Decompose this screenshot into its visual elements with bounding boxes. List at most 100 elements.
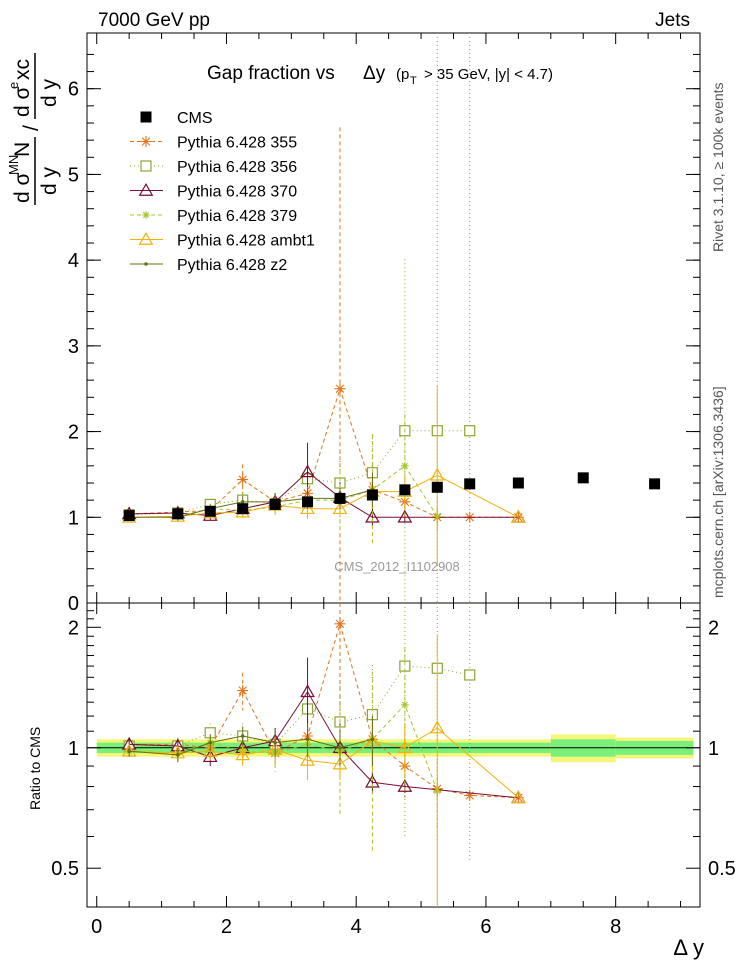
ylabel-den-a: d σ — [11, 86, 34, 117]
data-point — [237, 503, 249, 515]
data-point — [305, 737, 310, 742]
x-tick-label: 8 — [610, 916, 621, 938]
data-point — [577, 472, 589, 484]
data-point — [269, 498, 281, 510]
ratio-y-tick-label: 0.5 — [51, 858, 79, 880]
data-point — [338, 745, 342, 750]
main-title: Gap fraction vs Δy (p T > 35 GeV, |y| < … — [207, 63, 553, 87]
main-y-tick-label: 2 — [68, 422, 79, 444]
ylabel-den-sup: e — [6, 82, 21, 89]
data-point — [649, 478, 661, 490]
data-point — [240, 500, 245, 504]
data-point — [300, 684, 315, 698]
ylabel-slash: / — [20, 125, 43, 131]
data-point — [397, 740, 413, 754]
ylabel-num-n: N — [11, 142, 34, 157]
data-point — [334, 618, 346, 630]
legend-label: Pythia 6.428 355 — [177, 135, 297, 152]
data-point — [140, 160, 152, 172]
ratio-plot-frame: 0 2 4 6 8 0.5 0.5 1 1 2 2 — [51, 602, 736, 938]
data-point — [464, 425, 476, 437]
data-point — [123, 510, 135, 522]
data-point — [464, 478, 476, 490]
data-point — [429, 720, 445, 734]
ratio-y-tick-label-right: 0.5 — [708, 858, 736, 880]
legend-entry-p356: Pythia 6.428 356 — [130, 159, 297, 176]
x-tick-label: 6 — [480, 916, 491, 938]
ratio-border — [86, 602, 701, 908]
data-point — [140, 136, 152, 147]
data-point — [401, 462, 409, 470]
ratio-y-tick-label: 2 — [68, 617, 79, 639]
data-point — [334, 492, 346, 504]
ylabel-num-a: d σ — [11, 172, 34, 203]
data-point — [300, 501, 315, 515]
main-series-cms — [123, 472, 661, 522]
series-line — [129, 474, 519, 518]
x-tick-label: 4 — [351, 916, 362, 938]
legend-entry-p379: Pythia 6.428 379 — [130, 208, 297, 225]
data-point — [127, 749, 131, 754]
legend-label: Pythia 6.428 370 — [177, 184, 297, 201]
main-y-tick-label: 1 — [68, 507, 79, 529]
x-axis-label: Δ y — [673, 935, 704, 960]
legend-label: Pythia 6.428 356 — [177, 159, 297, 176]
main-y-label: d σ MN N d y / d σ e xc d y — [6, 53, 61, 205]
data-point — [235, 747, 251, 761]
main-y-tick-label: 3 — [68, 336, 79, 358]
data-point — [140, 111, 152, 123]
ratio-series-z2 — [127, 716, 375, 767]
main-series-p379 — [125, 414, 442, 546]
x-tick-label: 0 — [91, 916, 102, 938]
data-point — [176, 753, 180, 757]
legend-label: Pythia 6.428 z2 — [177, 257, 287, 274]
data-point — [142, 211, 150, 219]
data-point — [332, 501, 348, 515]
legend-label: Pythia 6.428 ambt1 — [177, 233, 315, 250]
data-point — [431, 481, 443, 493]
series-line — [129, 471, 519, 518]
data-point — [300, 464, 315, 478]
rivet-label: Rivet 3.1.10, ≥ 100k events — [710, 82, 726, 252]
data-point — [138, 231, 154, 245]
mcplots-label: mcplots.cern.ch [arXiv:1306.3436] — [710, 386, 726, 598]
data-point — [332, 756, 348, 770]
data-point — [399, 484, 411, 496]
main-plot-frame: 0 1 2 3 4 5 6 — [68, 32, 701, 615]
data-point — [144, 262, 148, 266]
title-cut-sub: T — [410, 75, 417, 87]
ratio-y-tick-label-right: 2 — [708, 617, 719, 639]
data-point — [511, 790, 526, 804]
data-point — [511, 509, 526, 523]
title-cut1: (p — [396, 66, 409, 83]
main-y-tick-label: 0 — [68, 593, 79, 615]
ratio-plot-series — [121, 603, 526, 907]
legend-entry-p355: Pythia 6.428 355 — [130, 135, 297, 152]
ylabel-num-sup: MN — [6, 155, 21, 175]
main-series-ambt1 — [121, 385, 526, 566]
data-point — [334, 383, 346, 395]
main-y-tick-label: 6 — [68, 79, 79, 101]
main-y-tick-label: 4 — [68, 250, 79, 272]
header-left: 7000 GeV pp — [98, 10, 210, 31]
data-point — [202, 743, 218, 757]
main-plot-series — [121, 33, 661, 603]
series-line — [129, 665, 470, 747]
data-point — [397, 779, 413, 792]
data-point — [366, 489, 378, 501]
data-point — [300, 752, 315, 766]
legend: CMS Pythia 6.428 355 Pythia 6.428 356 Pythi… — [130, 110, 315, 274]
ratio-series-p355 — [123, 603, 524, 804]
ylabel-den-c: d y — [38, 78, 61, 107]
data-point — [237, 685, 249, 697]
data-point — [240, 734, 245, 738]
series-line — [129, 622, 519, 799]
title-cut2: > 35 GeV, |y| < 4.7) — [424, 66, 553, 83]
data-point — [208, 740, 213, 745]
ylabel-num-b: d y — [38, 166, 61, 195]
legend-label: Pythia 6.428 379 — [177, 208, 297, 225]
data-point — [464, 669, 476, 681]
data-point — [512, 477, 524, 489]
main-y-tick-label: 5 — [68, 164, 79, 186]
